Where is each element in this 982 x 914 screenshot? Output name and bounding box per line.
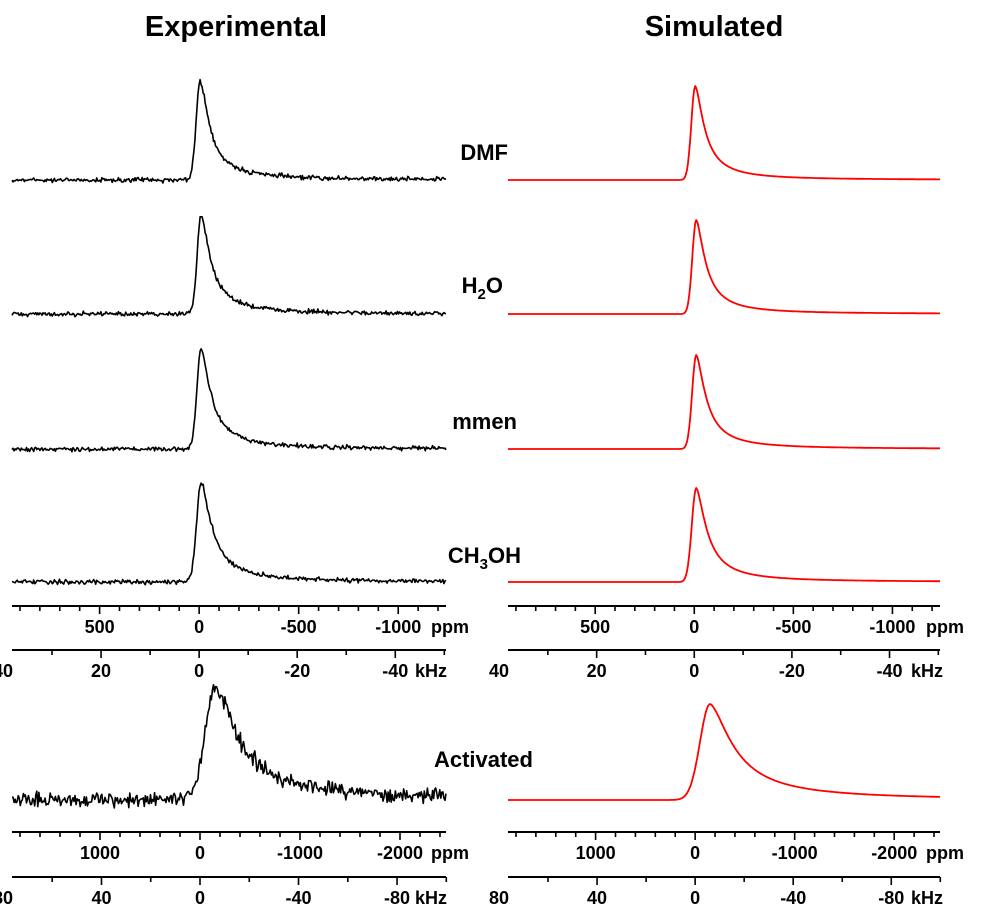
khz-tick-label: 40 (91, 888, 111, 908)
ppm-tick-label: 1000 (80, 843, 120, 863)
khz-tick-label: -40 (780, 888, 806, 908)
khz-tick-label: 80 (0, 888, 13, 908)
spectrum-traces (11, 78, 940, 809)
experimental-mmen-spectrum (11, 348, 447, 453)
ppm-tick-label: -1000 (772, 843, 818, 863)
khz-tick-label: -40 (877, 661, 903, 681)
khz-tick-label: 0 (689, 661, 699, 681)
ppm-tick-label: -1000 (277, 843, 323, 863)
sample-labels: DMF H2O mmen CH3OH Activated (434, 140, 533, 772)
ppm-tick-label: 1000 (576, 843, 616, 863)
khz-tick-label: 40 (0, 661, 13, 681)
khz-unit-label: kHz (911, 888, 943, 908)
ppm-tick-label: 0 (689, 617, 699, 637)
simulated-mmen-spectrum (508, 354, 940, 450)
khz-unit-label: kHz (415, 661, 447, 681)
simulated-dmf-spectrum (508, 85, 940, 181)
experimental-h2o-spectrum (11, 216, 447, 318)
khz-tick-label: -80 (878, 888, 904, 908)
khz-tick-label: 80 (489, 888, 509, 908)
ppm-unit-label: ppm (926, 617, 964, 637)
ppm-tick-label: 500 (85, 617, 115, 637)
ppm-tick-label: 0 (195, 843, 205, 863)
ppm-tick-label: 500 (580, 617, 610, 637)
ppm-unit-label: ppm (431, 617, 469, 637)
khz-tick-label: -80 (384, 888, 410, 908)
khz-tick-label: -20 (284, 661, 310, 681)
simulated-h2o-spectrum (508, 219, 940, 315)
khz-tick-label: -20 (779, 661, 805, 681)
simulated-activated-spectrum (508, 703, 940, 801)
experimental-dmf-spectrum (11, 78, 447, 184)
khz-tick-label: 0 (690, 888, 700, 908)
khz-tick-label: 20 (587, 661, 607, 681)
ppm-tick-label: -500 (775, 617, 811, 637)
khz-unit-label: kHz (415, 888, 447, 908)
khz-tick-label: -40 (382, 661, 408, 681)
ppm-tick-label: -1000 (375, 617, 421, 637)
sample-label-mmen: mmen (452, 409, 517, 434)
ppm-tick-label: -2000 (871, 843, 917, 863)
khz-unit-label: kHz (911, 661, 943, 681)
khz-tick-label: 0 (194, 661, 204, 681)
simulated-ch3oh-spectrum (508, 487, 940, 583)
ppm-unit-label: ppm (431, 843, 469, 863)
ppm-tick-label: 0 (690, 843, 700, 863)
sample-label-ch3oh: CH3OH (448, 543, 521, 573)
ppm-tick-label: -1000 (869, 617, 915, 637)
ppm-tick-label: -500 (281, 617, 317, 637)
ppm-tick-label: 0 (194, 617, 204, 637)
khz-tick-label: 40 (489, 661, 509, 681)
khz-tick-label: 40 (587, 888, 607, 908)
experimental-ch3oh-spectrum (11, 482, 447, 586)
sample-label-activated: Activated (434, 747, 533, 772)
khz-tick-label: 0 (195, 888, 205, 908)
khz-tick-label: -40 (286, 888, 312, 908)
khz-tick-label: 20 (91, 661, 111, 681)
simulated-column-title: Simulated (645, 11, 784, 43)
ppm-tick-label: -2000 (377, 843, 423, 863)
sample-label-dmf: DMF (460, 140, 508, 165)
sample-label-h2o: H2O (462, 273, 503, 303)
experimental-column-title: Experimental (145, 11, 327, 43)
ppm-unit-label: ppm (926, 843, 964, 863)
experimental-activated-spectrum (11, 684, 447, 809)
frequency-axes: 500 0 -500 -1000 ppm 40 20 0 -20 -40 kHz 500 0 -500 -1… (0, 605, 964, 908)
